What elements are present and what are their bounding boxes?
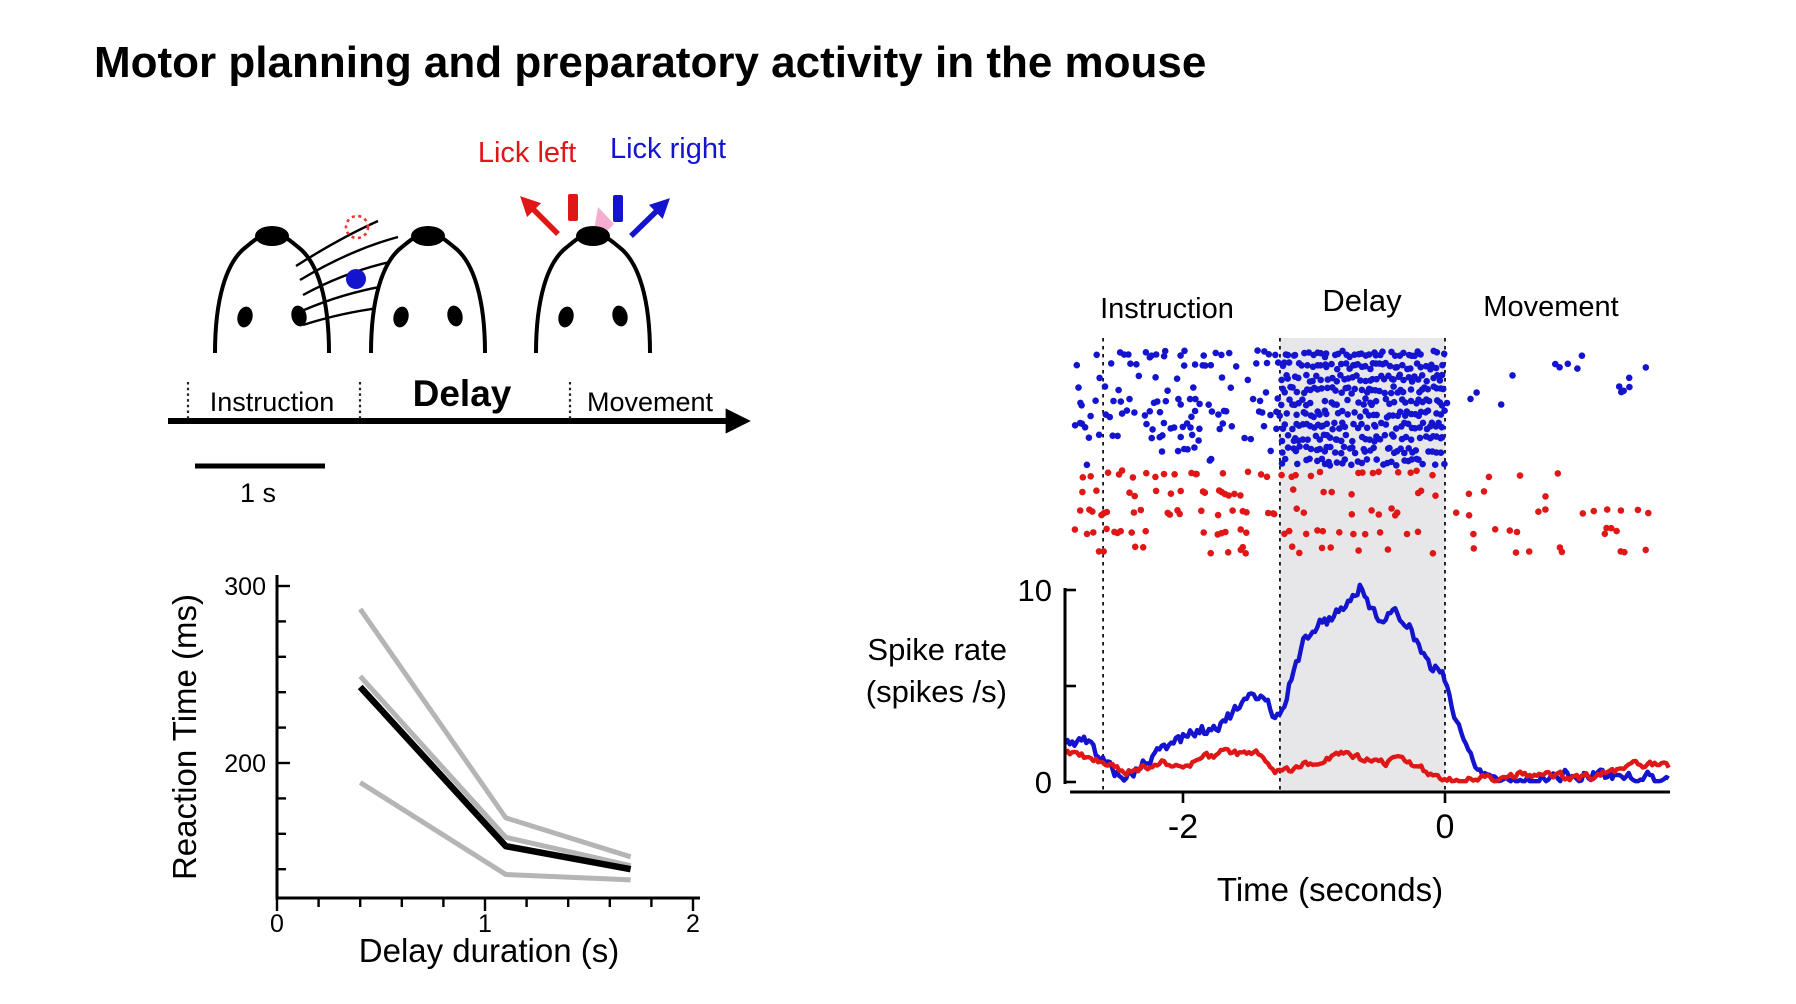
mouse-nose <box>411 226 445 246</box>
mouse-nose <box>576 226 610 246</box>
timeline-epoch-instruction: Instruction <box>210 387 335 417</box>
psth-axes: 10 0 -2 0 <box>1018 573 1670 846</box>
rt-axes: 300 200 0 1 2 <box>224 573 700 938</box>
task-timeline: Instruction Delay Movement 1 s <box>168 373 751 508</box>
timeline-epoch-delay: Delay <box>413 373 512 414</box>
psth-xtick-label: -2 <box>1168 808 1198 846</box>
rt-chart: 300 200 0 1 2 <box>224 573 700 938</box>
psth-curve-lick-right-trials <box>1063 582 1670 784</box>
rt-y-axis-label: Reaction Time (ms) <box>166 594 203 880</box>
lick-right-arrow-icon <box>629 198 670 238</box>
mouse-eye <box>393 306 409 328</box>
lick-right-label: Lick right <box>610 133 726 165</box>
lick-left-label: Lick left <box>478 137 576 169</box>
raster-dots-red <box>1071 467 1652 557</box>
right-lickport-bar <box>613 195 623 222</box>
task-diagram: Lick left Lick right Instruction Delay M… <box>168 133 751 508</box>
psth-curve-lick-left-trials <box>1063 746 1671 784</box>
pole-alternate-dashed-circle <box>344 214 370 240</box>
mouse-nose <box>255 226 289 246</box>
page-title: Motor planning and preparatory activity … <box>94 38 1207 87</box>
left-lickport-bar <box>568 194 578 221</box>
rt-x-axis-label: Delay duration (s) <box>359 932 619 969</box>
scale-bar-label: 1 s <box>240 478 276 508</box>
rt-xtick-label: 0 <box>270 910 284 938</box>
rt-xtick-label: 1 <box>478 910 492 938</box>
mouse-eye <box>291 305 307 327</box>
timeline-separators <box>186 382 572 419</box>
raster-epoch-movement: Movement <box>1483 291 1618 323</box>
rt-series-mouse-1 <box>358 607 632 860</box>
psth-y-axis-label-line2: (spikes /s) <box>866 674 1007 709</box>
psth-xtick-label: 0 <box>1436 808 1455 846</box>
rt-series-mean <box>357 684 632 873</box>
mouse-outline <box>369 229 487 354</box>
rt-ytick-label: 300 <box>224 573 266 601</box>
psth-raster-panel: 10 0 -2 0 <box>1018 338 1671 846</box>
mouse-outline <box>213 229 331 354</box>
psth-ytick-label: 0 <box>1035 765 1052 800</box>
pole-blue-dot <box>346 269 366 289</box>
rt-xtick-label: 2 <box>686 910 700 938</box>
mouse-head-movement <box>520 194 670 354</box>
mouse-eye <box>612 305 628 327</box>
mouse-head-delay <box>369 226 487 354</box>
mouse-eye <box>237 306 253 328</box>
timeline-epoch-movement: Movement <box>587 387 714 417</box>
psth-x-axis-label: Time (seconds) <box>1217 871 1443 908</box>
mouse-eye <box>558 306 574 328</box>
raster-dots-blue <box>1071 347 1650 469</box>
rt-series-mouse-3 <box>358 780 631 883</box>
rt-ytick-label: 200 <box>224 750 266 778</box>
mouse-outline <box>534 229 652 354</box>
raster-epoch-delay: Delay <box>1322 283 1402 318</box>
mouse-eye <box>447 305 463 327</box>
rt-series-mouse-2 <box>358 674 632 869</box>
lick-left-arrow-icon <box>520 196 560 236</box>
psth-y-axis-label-line1: Spike rate <box>867 632 1007 667</box>
psth-ytick-label: 10 <box>1018 573 1052 608</box>
raster-epoch-instruction: Instruction <box>1100 293 1234 325</box>
